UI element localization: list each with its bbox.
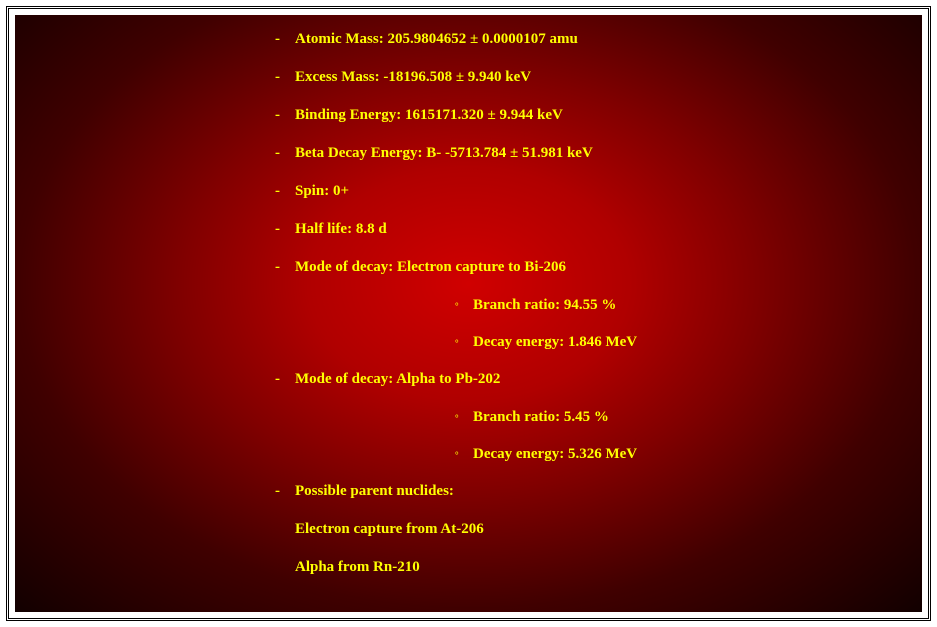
- property-decay-mode-2: - Mode of decay: Alpha to Pb-202: [275, 371, 922, 388]
- sub-decay-energy: ° Decay energy: 1.846 MeV: [455, 334, 922, 352]
- decay-mode-1-subitems: ° Branch ratio: 94.55 % ° Decay energy: …: [455, 297, 922, 352]
- sub-branch-ratio: ° Branch ratio: 5.45 %: [455, 409, 922, 427]
- degree-bullet: °: [455, 446, 473, 464]
- property-text: Mode of decay: Electron capture to Bi-20…: [295, 259, 566, 276]
- property-excess-mass: - Excess Mass: -18196.508 ± 9.940 keV: [275, 69, 922, 86]
- property-half-life: - Half life: 8.8 d: [275, 221, 922, 238]
- property-text: Atomic Mass: 205.9804652 ± 0.0000107 amu: [295, 31, 578, 48]
- dash-bullet: -: [275, 371, 295, 388]
- property-binding-energy: - Binding Energy: 1615171.320 ± 9.944 ke…: [275, 107, 922, 124]
- continuation-text: Alpha from Rn-210: [295, 559, 420, 575]
- dash-bullet: -: [275, 69, 295, 86]
- parent-nuclide-line-2: Alpha from Rn-210: [295, 559, 922, 576]
- property-text: Binding Energy: 1615171.320 ± 9.944 keV: [295, 107, 563, 124]
- property-beta-decay-energy: - Beta Decay Energy: B- -5713.784 ± 51.9…: [275, 145, 922, 162]
- sub-text: Decay energy: 1.846 MeV: [473, 334, 637, 351]
- property-decay-mode-1: - Mode of decay: Electron capture to Bi-…: [275, 259, 922, 276]
- continuation-text: Electron capture from At-206: [295, 521, 484, 537]
- content-panel: - Atomic Mass: 205.9804652 ± 0.0000107 a…: [15, 15, 922, 612]
- dash-bullet: -: [275, 259, 295, 276]
- property-text: Spin: 0+: [295, 183, 349, 200]
- dash-bullet: -: [275, 183, 295, 200]
- property-text: Excess Mass: -18196.508 ± 9.940 keV: [295, 69, 531, 86]
- property-text: Half life: 8.8 d: [295, 221, 387, 238]
- dash-bullet: -: [275, 107, 295, 124]
- sub-text: Branch ratio: 5.45 %: [473, 409, 609, 426]
- property-parent-nuclides: - Possible parent nuclides:: [275, 483, 922, 500]
- property-text: Possible parent nuclides:: [295, 483, 454, 500]
- parent-nuclide-line-1: Electron capture from At-206: [295, 521, 922, 538]
- sub-branch-ratio: ° Branch ratio: 94.55 %: [455, 297, 922, 315]
- sub-text: Branch ratio: 94.55 %: [473, 297, 616, 314]
- dash-bullet: -: [275, 221, 295, 238]
- nuclide-properties-list: - Atomic Mass: 205.9804652 ± 0.0000107 a…: [15, 15, 922, 576]
- sub-decay-energy: ° Decay energy: 5.326 MeV: [455, 446, 922, 464]
- sub-text: Decay energy: 5.326 MeV: [473, 446, 637, 463]
- property-text: Beta Decay Energy: B- -5713.784 ± 51.981…: [295, 145, 593, 162]
- document-frame: - Atomic Mass: 205.9804652 ± 0.0000107 a…: [6, 6, 931, 621]
- dash-bullet: -: [275, 483, 295, 500]
- decay-mode-2-subitems: ° Branch ratio: 5.45 % ° Decay energy: 5…: [455, 409, 922, 464]
- dash-bullet: -: [275, 31, 295, 48]
- property-text: Mode of decay: Alpha to Pb-202: [295, 371, 500, 388]
- degree-bullet: °: [455, 297, 473, 315]
- degree-bullet: °: [455, 409, 473, 427]
- degree-bullet: °: [455, 334, 473, 352]
- property-spin: - Spin: 0+: [275, 183, 922, 200]
- property-atomic-mass: - Atomic Mass: 205.9804652 ± 0.0000107 a…: [275, 31, 922, 48]
- dash-bullet: -: [275, 145, 295, 162]
